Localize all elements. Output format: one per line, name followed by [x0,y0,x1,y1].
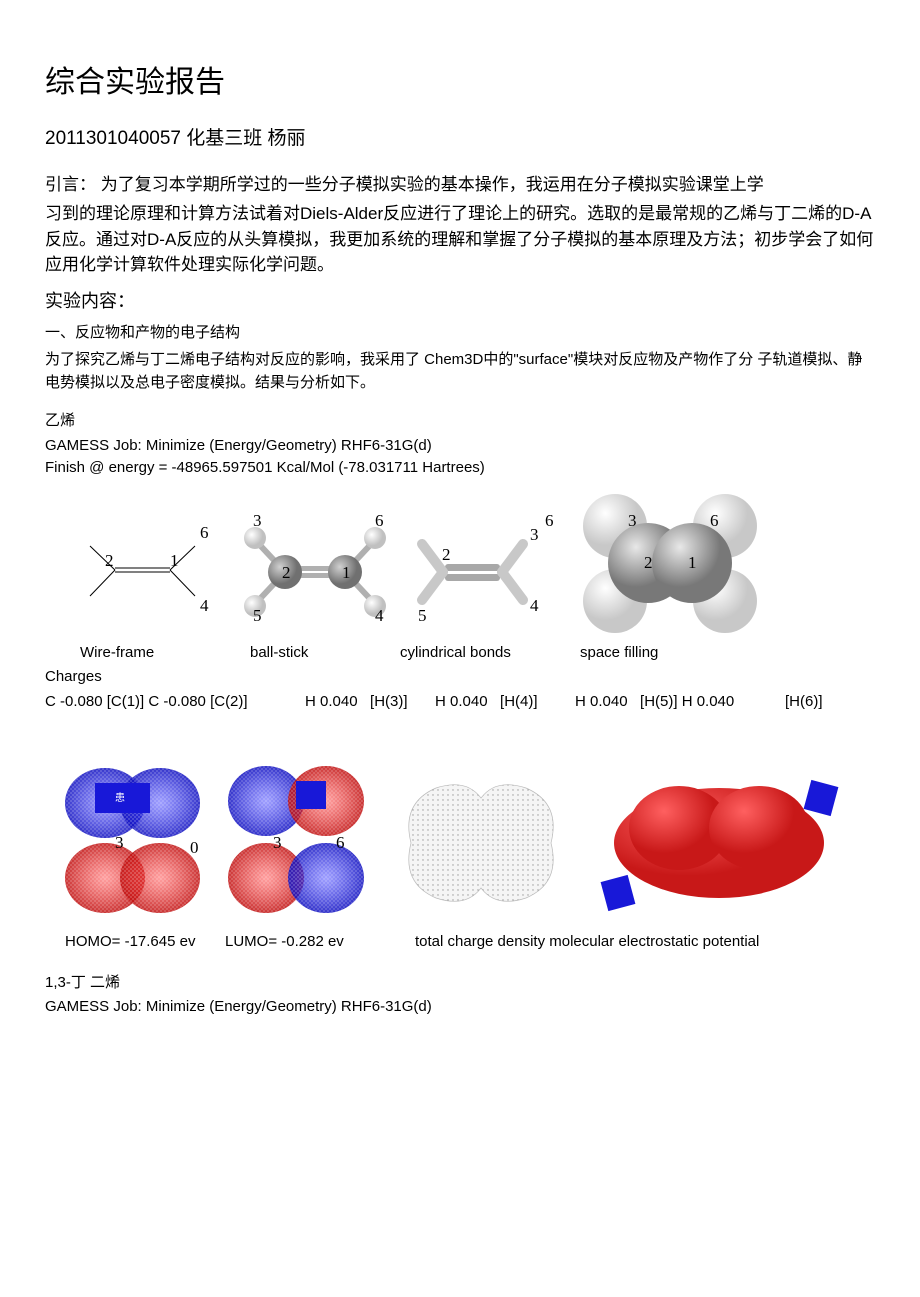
cap-spacefilling: space filling [580,642,710,665]
cap-cylindrical: cylindrical bonds [400,642,580,665]
fig-charge-density [381,753,581,923]
intro-para-2: 习到的理论原理和计算方法试着对Diels-Alder反应进行了理论上的研究。选取… [45,201,875,278]
fig-ballstick: 1 2 3 4 5 6 [235,496,400,636]
mol1-finish: Finish @ energy = -48965.597501 Kcal/Mol… [45,457,875,480]
figure-row-representations: 1 2 6 4 1 2 3 4 [45,486,875,636]
mol1-job: GAMESS Job: Minimize (Energy/Geometry) R… [45,435,875,458]
fig-cylindrical: 2 3 4 5 6 [410,496,560,636]
intro-label: 引言： [45,175,96,194]
sec1-title: 一、反应物和产物的电子结构 [45,321,875,344]
charge-h5: H 0.040 [H(5)] H 0.040 [575,691,785,714]
svg-text:2: 2 [644,553,653,572]
fig-wireframe: 1 2 6 4 [75,496,225,636]
svg-text:4: 4 [200,596,209,615]
charge-h6: [H(6)] [785,691,823,714]
svg-text:患: 患 [115,792,125,804]
cap-wireframe: Wire-frame [80,642,250,665]
sec1-body: 为了探究乙烯与丁二烯电子结构对反应的影响，我采用了 Chem3D中的"surfa… [45,348,875,395]
svg-text:3: 3 [273,833,282,852]
page-title: 综合实验报告 [45,60,875,105]
svg-text:2: 2 [442,545,451,564]
charge-h3: H 0.040 [H(3)] [305,691,435,714]
cap-homo: HOMO= -17.645 ev [65,931,225,954]
svg-text:2: 2 [282,563,291,582]
svg-text:1: 1 [342,563,351,582]
svg-text:2: 2 [105,551,114,570]
svg-text:6: 6 [375,511,384,530]
svg-text:6: 6 [710,511,719,530]
charges-label: Charges [45,666,875,689]
charge-h4: H 0.040 [H(4)] [435,691,575,714]
svg-text:1: 1 [688,553,697,572]
figure-row-orbitals: 患 3 0 3 6 [45,753,875,923]
svg-text:5: 5 [253,606,262,625]
svg-text:6: 6 [200,523,209,542]
svg-text:3: 3 [115,833,124,852]
fig-electrostatic [589,753,849,923]
intro-text-1: 为了复习本学期所学过的一些分子模拟实验的基本操作，我运用在分子模拟实验课堂上学 [101,175,764,194]
cap-lumo: LUMO= -0.282 ev [225,931,415,954]
fig-lumo: 3 6 [218,753,373,923]
author-line: 2011301040057 化基三班 杨丽 [45,125,875,154]
svg-text:0: 0 [190,838,199,857]
section-content-title: 实验内容： [45,288,875,315]
charges-row: C -0.080 [C(1)] C -0.080 [C(2)] H 0.040 … [45,691,875,714]
mol2-name: 1,3-丁 二烯 [45,972,875,995]
intro-para-1: 引言： 为了复习本学期所学过的一些分子模拟实验的基本操作，我运用在分子模拟实验课… [45,172,875,198]
svg-text:3: 3 [253,511,262,530]
charge-c: C -0.080 [C(1)] C -0.080 [C(2)] [45,691,305,714]
captions-row-2: HOMO= -17.645 ev LUMO= -0.282 ev total c… [45,931,875,954]
fig-spacefilling: 1 2 3 6 [570,486,770,636]
svg-text:4: 4 [375,606,384,625]
captions-row-1: Wire-frame ball-stick cylindrical bonds … [45,642,875,665]
svg-text:4: 4 [530,596,539,615]
fig-homo: 患 3 0 [55,753,210,923]
cap-ballstick: ball-stick [250,642,400,665]
svg-text:3: 3 [530,525,539,544]
mol2-job: GAMESS Job: Minimize (Energy/Geometry) R… [45,996,875,1019]
mol1-name: 乙烯 [45,410,875,433]
svg-text:5: 5 [418,606,427,625]
cap-density-potential: total charge density molecular electrost… [415,931,759,954]
svg-text:6: 6 [545,511,554,530]
svg-text:1: 1 [170,551,179,570]
svg-text:3: 3 [628,511,637,530]
svg-text:6: 6 [336,833,345,852]
